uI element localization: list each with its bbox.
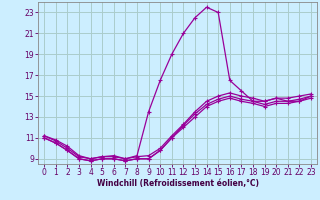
X-axis label: Windchill (Refroidissement éolien,°C): Windchill (Refroidissement éolien,°C): [97, 179, 259, 188]
